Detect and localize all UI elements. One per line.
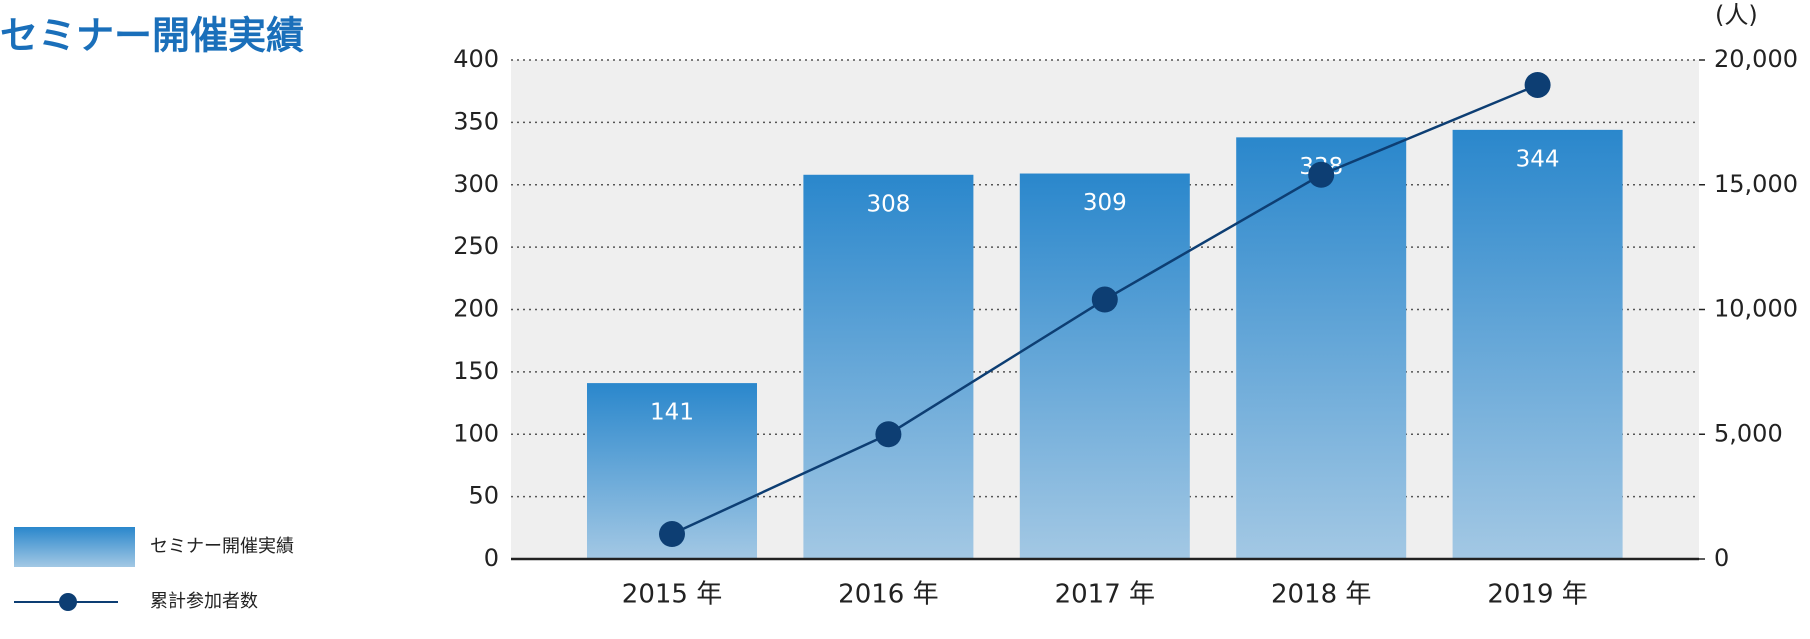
- line-point: [875, 421, 902, 448]
- legend-label: 累計参加者数: [150, 591, 258, 612]
- y2-tick-label: 20,000: [1714, 45, 1798, 73]
- bar-value-label: 309: [1083, 190, 1127, 216]
- chart-title: セミナー開催実績: [0, 14, 304, 58]
- y-tick-label: 350: [453, 107, 499, 135]
- x-tick-label: 2015 年: [622, 580, 722, 610]
- line-point: [1308, 161, 1335, 188]
- legend-swatch: [14, 527, 135, 567]
- bar: [803, 174, 974, 559]
- x-tick-label: 2016 年: [838, 580, 938, 610]
- y-tick-label: 100: [453, 419, 499, 447]
- y-tick-label: 0: [484, 544, 499, 572]
- y2-tick-label: 0: [1714, 544, 1729, 572]
- y2-tick-label: 5,000: [1714, 419, 1783, 447]
- x-tick-label: 2019 年: [1487, 580, 1587, 610]
- y-tick-label: 150: [453, 357, 499, 385]
- y-tick-label: 250: [453, 232, 499, 260]
- y-tick-label: 300: [453, 170, 499, 198]
- bar: [1019, 173, 1190, 559]
- bar-value-label: 141: [650, 400, 694, 426]
- y2-tick-label: 15,000: [1714, 170, 1798, 198]
- legend-marker: [59, 593, 77, 611]
- bar: [1236, 137, 1407, 559]
- bar-value-label: 308: [866, 191, 910, 217]
- x-tick-label: 2017 年: [1055, 580, 1155, 610]
- bar: [1452, 129, 1623, 560]
- y-tick-label: 50: [468, 482, 499, 510]
- line-point: [1524, 71, 1551, 98]
- y-tick-label: 400: [453, 45, 499, 73]
- line-point: [659, 521, 685, 548]
- y2-axis-label: (人): [1715, 1, 1758, 29]
- x-tick-label: 2018 年: [1271, 580, 1371, 610]
- y-tick-label: 200: [453, 295, 499, 323]
- bar-value-label: 344: [1516, 146, 1560, 172]
- line-point: [1091, 286, 1118, 313]
- legend-label: セミナー開催実績: [150, 536, 294, 557]
- y2-tick-label: 10,000: [1714, 295, 1798, 323]
